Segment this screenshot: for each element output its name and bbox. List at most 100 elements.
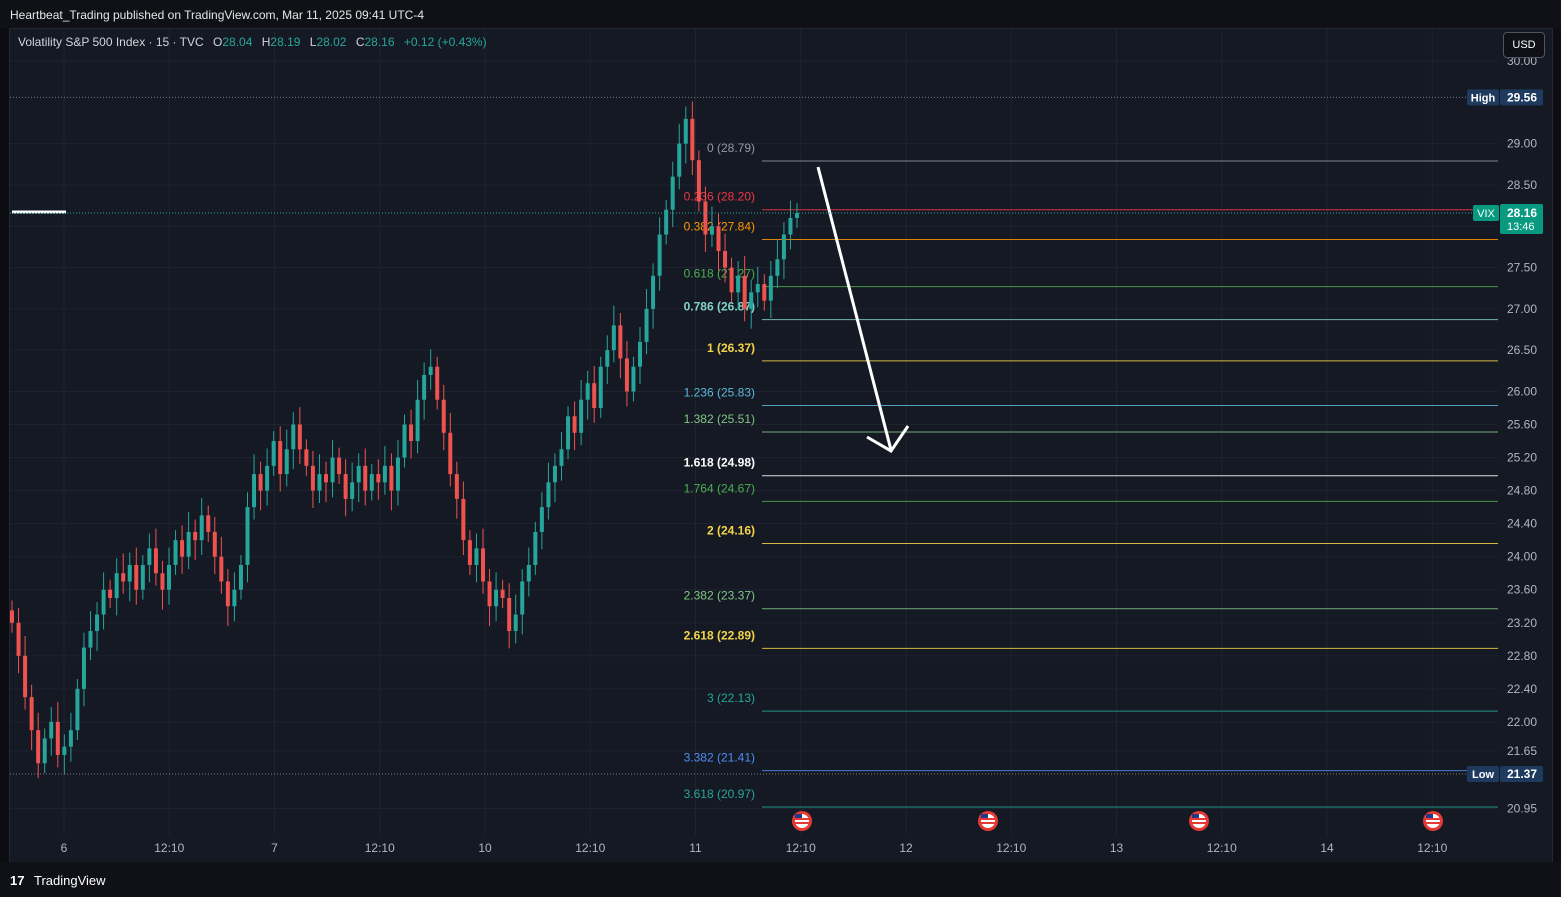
candle-body (95, 614, 100, 632)
flag-stripe (1192, 818, 1206, 820)
candle-body (23, 655, 28, 698)
high-badge-value-bg (1500, 89, 1543, 106)
candle-body (572, 416, 577, 433)
open-label: O (213, 35, 223, 49)
candle-body (618, 325, 623, 359)
candle-body (88, 631, 93, 648)
flag-canton (1426, 814, 1433, 818)
economic-events[interactable] (792, 811, 1443, 831)
fib-level-label: 1.618 (24.98) (684, 456, 755, 470)
candle-body (775, 259, 780, 276)
flag-stripe (981, 818, 995, 820)
high-badge-label: High (1471, 92, 1496, 104)
high-badge-label-bg (1467, 89, 1499, 106)
candle-body (310, 465, 315, 491)
candle-body (284, 449, 289, 475)
grid-layer (10, 29, 1498, 835)
tradingview-logo-icon: 17 (10, 873, 25, 888)
candle-body (199, 515, 204, 541)
candle-body (507, 598, 512, 632)
fib-level-label: 2 (24.16) (707, 523, 755, 537)
fibonacci-extension-tool[interactable]: 0 (28.79)0.236 (28.20)0.382 (27.84)0.618… (684, 141, 1498, 808)
candle-body (415, 399, 420, 442)
candle-body (382, 465, 387, 483)
time-tick-label: 12 (899, 841, 913, 855)
candle-body (114, 573, 119, 598)
drawings-layer[interactable] (12, 166, 910, 454)
candle-body (356, 465, 361, 483)
candle-body (212, 531, 217, 557)
tradingview-brand: TradingView (34, 873, 106, 888)
us-flag-event-icon[interactable] (1423, 811, 1443, 831)
last-badge-value-bg (1500, 204, 1543, 235)
price-tick-label: 20.95 (1507, 802, 1537, 816)
us-flag-event-icon[interactable] (1189, 811, 1209, 831)
time-tick-label: 6 (61, 841, 68, 855)
fib-level-label: 0 (28.79) (707, 141, 755, 155)
candle-body (173, 540, 178, 565)
fib-level-label: 1 (26.37) (707, 341, 755, 355)
candle-body (127, 564, 132, 582)
candle-body (81, 647, 86, 689)
us-flag-event-icon[interactable] (792, 811, 812, 831)
price-tick-label: 28.50 (1507, 178, 1537, 192)
close-value: 28.16 (364, 35, 395, 49)
fib-level-label: 3.382 (21.41) (684, 751, 755, 765)
candle-body (337, 457, 342, 475)
candle-body (49, 721, 54, 739)
candle-body (579, 399, 584, 433)
change-value: +0.12 (+0.43%) (403, 35, 487, 49)
time-axis[interactable]: 6 12:10 7 12:10 10 12:10 11 12:10 12 12:10 13 12:10… (61, 841, 1448, 855)
candle-body (369, 474, 374, 491)
price-tick-label: 27.50 (1507, 261, 1537, 275)
candle-body (291, 424, 296, 450)
candle-body (140, 564, 145, 590)
chart-frame[interactable] (9, 28, 1553, 864)
price-tick-label: 22.80 (1507, 649, 1537, 663)
flag-stripe (1192, 822, 1206, 824)
candle-body (29, 697, 34, 731)
candle-body (10, 610, 14, 623)
candle-body (435, 366, 440, 400)
candle-body (75, 688, 80, 731)
candle-body (696, 160, 701, 202)
candle-body (736, 275, 741, 293)
candle-body (638, 341, 642, 367)
candlestick-series (10, 101, 799, 779)
candle-body (729, 267, 734, 293)
low-badge-value: 21.37 (1507, 767, 1537, 781)
candle-body (487, 581, 492, 607)
fib-level-label: 3.618 (20.97) (684, 787, 755, 801)
candle-body (651, 275, 656, 309)
candle-body (467, 540, 472, 565)
fib-level-label: 1.382 (25.51) (684, 412, 755, 426)
fib-level-label: 1.236 (25.83) (684, 386, 755, 400)
symbol-title[interactable]: Volatility S&P 500 Index · 15 · TVC (18, 35, 204, 49)
candle-body (605, 350, 610, 367)
candle-body (147, 548, 152, 565)
footer: 17 TradingView (0, 862, 1561, 897)
candle-body (153, 548, 158, 574)
flag-canton (1192, 814, 1199, 818)
candle-body (134, 564, 139, 590)
symbol-legend[interactable]: Volatility S&P 500 Index · 15 · TVC O 28.… (18, 35, 487, 49)
price-axis[interactable]: 30.0029.0028.5028.0027.5027.0026.5026.00… (1507, 54, 1537, 816)
low-badge-label-bg (1467, 765, 1499, 782)
candle-body (62, 746, 67, 755)
candle-body (755, 284, 760, 293)
price-tick-label: 25.60 (1507, 418, 1537, 432)
candle-body (762, 284, 767, 301)
candle-body (624, 358, 629, 392)
us-flag-event-icon[interactable] (978, 811, 998, 831)
candle-body (716, 226, 721, 252)
candle-body (265, 465, 270, 491)
candle-body (559, 449, 564, 466)
currency-button[interactable]: USD (1503, 32, 1545, 58)
candle-body (245, 507, 250, 565)
flag-stripe (795, 822, 809, 824)
fib-level-label: 3 (22.13) (707, 691, 755, 705)
candle-body (481, 548, 485, 582)
candle-body (592, 383, 597, 408)
price-tick-label: 24.40 (1507, 517, 1537, 531)
